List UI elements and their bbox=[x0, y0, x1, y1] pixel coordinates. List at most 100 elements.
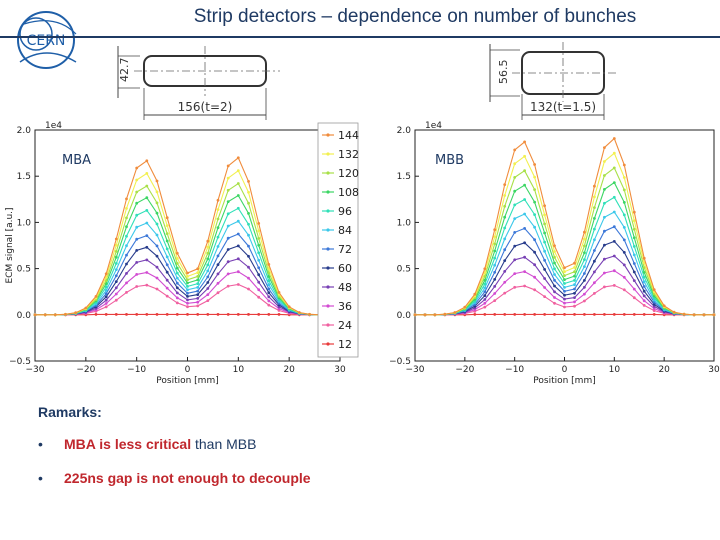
data-point bbox=[247, 244, 250, 248]
data-point bbox=[247, 233, 250, 237]
data-point bbox=[257, 229, 261, 233]
data-point bbox=[533, 213, 536, 216]
data-point bbox=[145, 196, 149, 200]
data-point bbox=[622, 213, 626, 217]
data-point bbox=[593, 270, 596, 274]
data-point bbox=[622, 288, 626, 292]
x-tick-label: −10 bbox=[505, 365, 524, 375]
data-point bbox=[533, 313, 536, 316]
data-point bbox=[165, 286, 169, 290]
data-point bbox=[155, 244, 159, 248]
data-point bbox=[553, 313, 556, 316]
data-point bbox=[155, 201, 159, 205]
data-point bbox=[573, 266, 576, 269]
data-point bbox=[206, 275, 210, 279]
data-point bbox=[583, 292, 586, 296]
data-point bbox=[287, 305, 291, 309]
data-point bbox=[553, 267, 556, 271]
data-point bbox=[267, 287, 271, 291]
data-point bbox=[573, 300, 576, 304]
data-point bbox=[145, 258, 149, 262]
legend-label: 132 bbox=[338, 148, 359, 161]
legend-label: 84 bbox=[338, 224, 352, 237]
data-point bbox=[247, 201, 250, 205]
data-point bbox=[114, 274, 118, 278]
data-point bbox=[533, 275, 536, 279]
legend-marker bbox=[326, 323, 330, 327]
data-point bbox=[642, 299, 646, 303]
data-point bbox=[247, 212, 250, 215]
data-point bbox=[632, 279, 636, 282]
data-point bbox=[603, 215, 606, 219]
data-point bbox=[603, 271, 606, 275]
data-point bbox=[267, 313, 271, 316]
data-point bbox=[553, 290, 556, 294]
y-tick-label: −0.5 bbox=[389, 357, 411, 367]
data-point bbox=[493, 270, 497, 274]
data-point bbox=[43, 313, 47, 317]
data-point bbox=[114, 313, 118, 316]
data-point bbox=[553, 261, 556, 265]
data-point bbox=[603, 229, 606, 233]
data-point bbox=[583, 258, 586, 262]
data-point bbox=[513, 162, 517, 166]
data-point bbox=[104, 292, 108, 296]
data-point bbox=[165, 239, 169, 243]
data-point bbox=[114, 250, 118, 253]
data-point bbox=[573, 304, 576, 308]
data-point bbox=[642, 271, 646, 274]
data-point bbox=[622, 188, 626, 192]
legend-marker bbox=[326, 285, 330, 289]
data-point bbox=[483, 278, 487, 282]
data-point bbox=[155, 265, 159, 269]
data-point bbox=[114, 268, 118, 271]
data-point bbox=[175, 257, 179, 260]
data-point bbox=[216, 208, 220, 211]
data-point bbox=[125, 253, 128, 257]
data-point bbox=[593, 249, 596, 252]
ecm-signal-chart-mba: −30 −20 −10 0 10 20 30 −0.5 0.0 0.5 1.0 1.5 2.0 1e4 Po… bbox=[5, 121, 359, 386]
x-tick-label: 10 bbox=[609, 365, 621, 375]
data-point bbox=[652, 313, 656, 316]
data-point bbox=[186, 291, 189, 295]
data-point bbox=[483, 294, 487, 297]
data-point bbox=[186, 275, 189, 278]
data-point bbox=[135, 249, 139, 252]
data-point bbox=[523, 154, 526, 158]
data-point bbox=[125, 207, 128, 210]
data-point bbox=[493, 242, 497, 246]
data-point bbox=[533, 263, 536, 267]
data-point bbox=[165, 263, 169, 267]
cross-section-sketch-right: 56.5 132(t=1.5) bbox=[489, 42, 616, 120]
data-point bbox=[523, 255, 526, 259]
data-point bbox=[247, 313, 250, 316]
data-point bbox=[543, 268, 546, 271]
cross-section-sketch-left: 42.7 156(t=2) bbox=[117, 46, 280, 120]
data-point bbox=[155, 254, 159, 258]
data-point bbox=[573, 261, 576, 265]
data-point bbox=[612, 151, 616, 155]
data-point bbox=[612, 166, 616, 170]
data-point bbox=[145, 209, 149, 212]
data-point bbox=[175, 281, 179, 285]
data-point bbox=[84, 306, 88, 310]
data-point bbox=[473, 313, 477, 316]
data-point bbox=[216, 226, 220, 230]
data-point bbox=[236, 232, 240, 236]
data-point bbox=[104, 272, 108, 276]
data-point bbox=[226, 236, 230, 240]
data-point bbox=[165, 255, 169, 259]
legend-label: 72 bbox=[338, 243, 352, 256]
data-point bbox=[247, 287, 250, 291]
data-point bbox=[563, 301, 566, 305]
data-point bbox=[125, 234, 128, 238]
data-point bbox=[603, 201, 606, 205]
data-point bbox=[652, 305, 656, 308]
data-point bbox=[53, 313, 57, 317]
data-point bbox=[652, 302, 656, 306]
data-point bbox=[563, 305, 566, 309]
data-point bbox=[155, 313, 159, 316]
bullet: • bbox=[38, 436, 43, 452]
data-point bbox=[226, 260, 230, 264]
data-point bbox=[692, 313, 696, 317]
